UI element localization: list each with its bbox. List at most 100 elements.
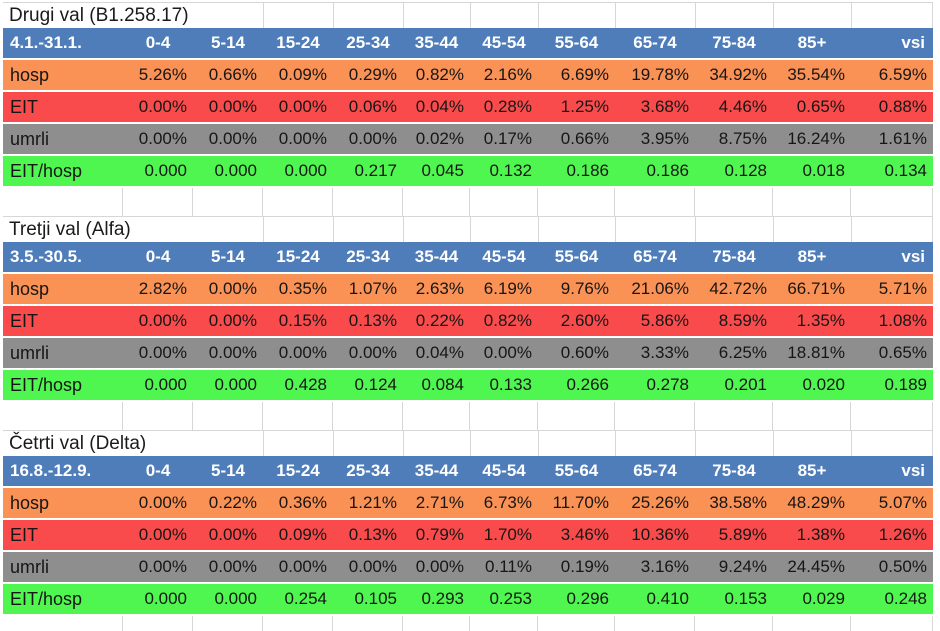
column-header-0-4: 0-4 (145, 461, 171, 480)
umrli-row: umrli 0.00% 0.00% 0.00% 0.00% 0.02% 0.17% 0.66… (3, 124, 933, 154)
column-header-85+: 85+ (797, 33, 827, 52)
value-cell: 0.60% (560, 343, 609, 362)
value-cell: 0.82% (415, 65, 464, 84)
value-cell: 35.54% (787, 65, 845, 84)
value-cell: 0.00% (278, 343, 327, 362)
gap-row-cell (538, 402, 615, 430)
header-row: 16.8.-12.9. 0-4 5-14 15-24 25-34 35-44 45-54 5… (3, 456, 933, 486)
value-cell: 0.82% (483, 311, 532, 330)
value-cell: 66.71% (787, 279, 845, 298)
value-cell: 21.06% (631, 279, 689, 298)
row-label: hosp (10, 492, 50, 513)
column-header-55-64: 55-64 (554, 247, 599, 266)
column-header-5-14: 5-14 (210, 247, 246, 266)
value-cell: 0.09% (278, 65, 327, 84)
header-row: 3.5.-30.5. 0-4 5-14 15-24 25-34 35-44 45-54 55… (3, 242, 933, 272)
value-cell: 0.084 (421, 375, 464, 394)
gap-row-cell (333, 188, 403, 216)
column-header-75-84: 75-84 (712, 33, 756, 52)
row-label: umrli (10, 128, 49, 149)
column-header-45-54: 45-54 (482, 247, 526, 266)
column-header-25-34: 25-34 (346, 33, 390, 52)
value-cell: 5.86% (640, 311, 689, 330)
value-cell: 3.46% (560, 525, 609, 544)
value-cell: 0.66% (560, 129, 609, 148)
value-cell: 4.46% (718, 97, 767, 116)
value-cell: 0.22% (208, 493, 257, 512)
value-cell: 0.00% (138, 525, 187, 544)
gap-row-cell (193, 188, 263, 216)
gap-row-cell (851, 616, 933, 631)
value-cell: 6.69% (560, 65, 609, 84)
column-header-0-4: 0-4 (145, 247, 171, 266)
value-cell: 11.70% (552, 493, 609, 512)
value-cell: 1.61% (878, 129, 927, 148)
gap-row-cell (403, 188, 470, 216)
ratio-row: EIT/hosp 0.000 0.000 0.000 0.217 0.045 0.132 0… (3, 156, 933, 186)
column-header-vsi: vsi (901, 461, 925, 480)
value-cell: 18.81% (787, 343, 845, 362)
value-cell: 8.75% (718, 129, 767, 148)
value-cell: 1.21% (348, 493, 397, 512)
gap-row-cell (123, 188, 193, 216)
gap-row-cell (773, 616, 851, 631)
title-row-cell (263, 3, 333, 28)
value-cell: 2.16% (483, 65, 532, 84)
value-cell: 0.02% (415, 129, 464, 148)
gap-row-cell (538, 188, 615, 216)
umrli-row: umrli 0.00% 0.00% 0.00% 0.00% 0.04% 0.00% 0.60… (3, 338, 933, 368)
value-cell: 5.07% (878, 493, 927, 512)
title-row-cell (403, 3, 470, 28)
value-cell: 0.253 (489, 589, 532, 608)
section-cetrti-val: Četrti val (Delta) 16.8.-12.9. 0-4 5-14 15… (3, 430, 940, 631)
title-row-cell (470, 217, 538, 242)
column-header-25-34: 25-34 (346, 461, 390, 480)
gap-row-cell (615, 402, 695, 430)
value-cell: 0.296 (566, 589, 609, 608)
value-cell: 0.19% (560, 557, 609, 576)
value-cell: 0.132 (489, 161, 532, 180)
value-cell: 48.29% (787, 493, 845, 512)
value-cell: 0.000 (214, 161, 257, 180)
value-cell: 0.000 (144, 161, 187, 180)
value-cell: 0.000 (214, 375, 257, 394)
value-cell: 0.66% (208, 65, 257, 84)
value-cell: 0.00% (348, 343, 397, 362)
gap-row-cell (403, 616, 470, 631)
section-title: Tretji val (Alfa) (9, 218, 131, 240)
gap-row-cell (538, 616, 615, 631)
column-header-35-44: 35-44 (414, 247, 459, 266)
column-header-0-4: 0-4 (145, 33, 171, 52)
column-header-55-64: 55-64 (554, 461, 599, 480)
value-cell: 0.278 (646, 375, 689, 394)
value-cell: 0.79% (415, 525, 464, 544)
gap-row-cell (615, 188, 695, 216)
value-cell: 34.92% (709, 65, 767, 84)
gap-row-cell (3, 616, 123, 631)
row-label: EIT (10, 96, 39, 117)
gap-row-cell (3, 402, 123, 430)
value-cell: 0.00% (208, 557, 257, 576)
value-cell: 3.33% (640, 343, 689, 362)
title-row-cell (538, 217, 615, 242)
gap-row-cell (470, 616, 538, 631)
title-row-cell (403, 217, 470, 242)
value-cell: 38.58% (709, 493, 767, 512)
value-cell: 1.07% (348, 279, 397, 298)
title-row-cell (538, 3, 615, 28)
column-header-5-14: 5-14 (210, 461, 246, 480)
column-header-vsi: vsi (901, 33, 925, 52)
title-row-cell (851, 217, 933, 242)
gap-row-cell (470, 402, 538, 430)
gap-row-cell (333, 616, 403, 631)
value-cell: 0.00% (138, 343, 187, 362)
title-row-cell (333, 3, 403, 28)
value-cell: 0.201 (724, 375, 767, 394)
value-cell: 25.26% (631, 493, 689, 512)
value-cell: 2.63% (415, 279, 464, 298)
title-row-cell (615, 217, 695, 242)
value-cell: 0.128 (724, 161, 767, 180)
value-cell: 0.17% (483, 129, 532, 148)
value-cell: 0.00% (483, 343, 532, 362)
